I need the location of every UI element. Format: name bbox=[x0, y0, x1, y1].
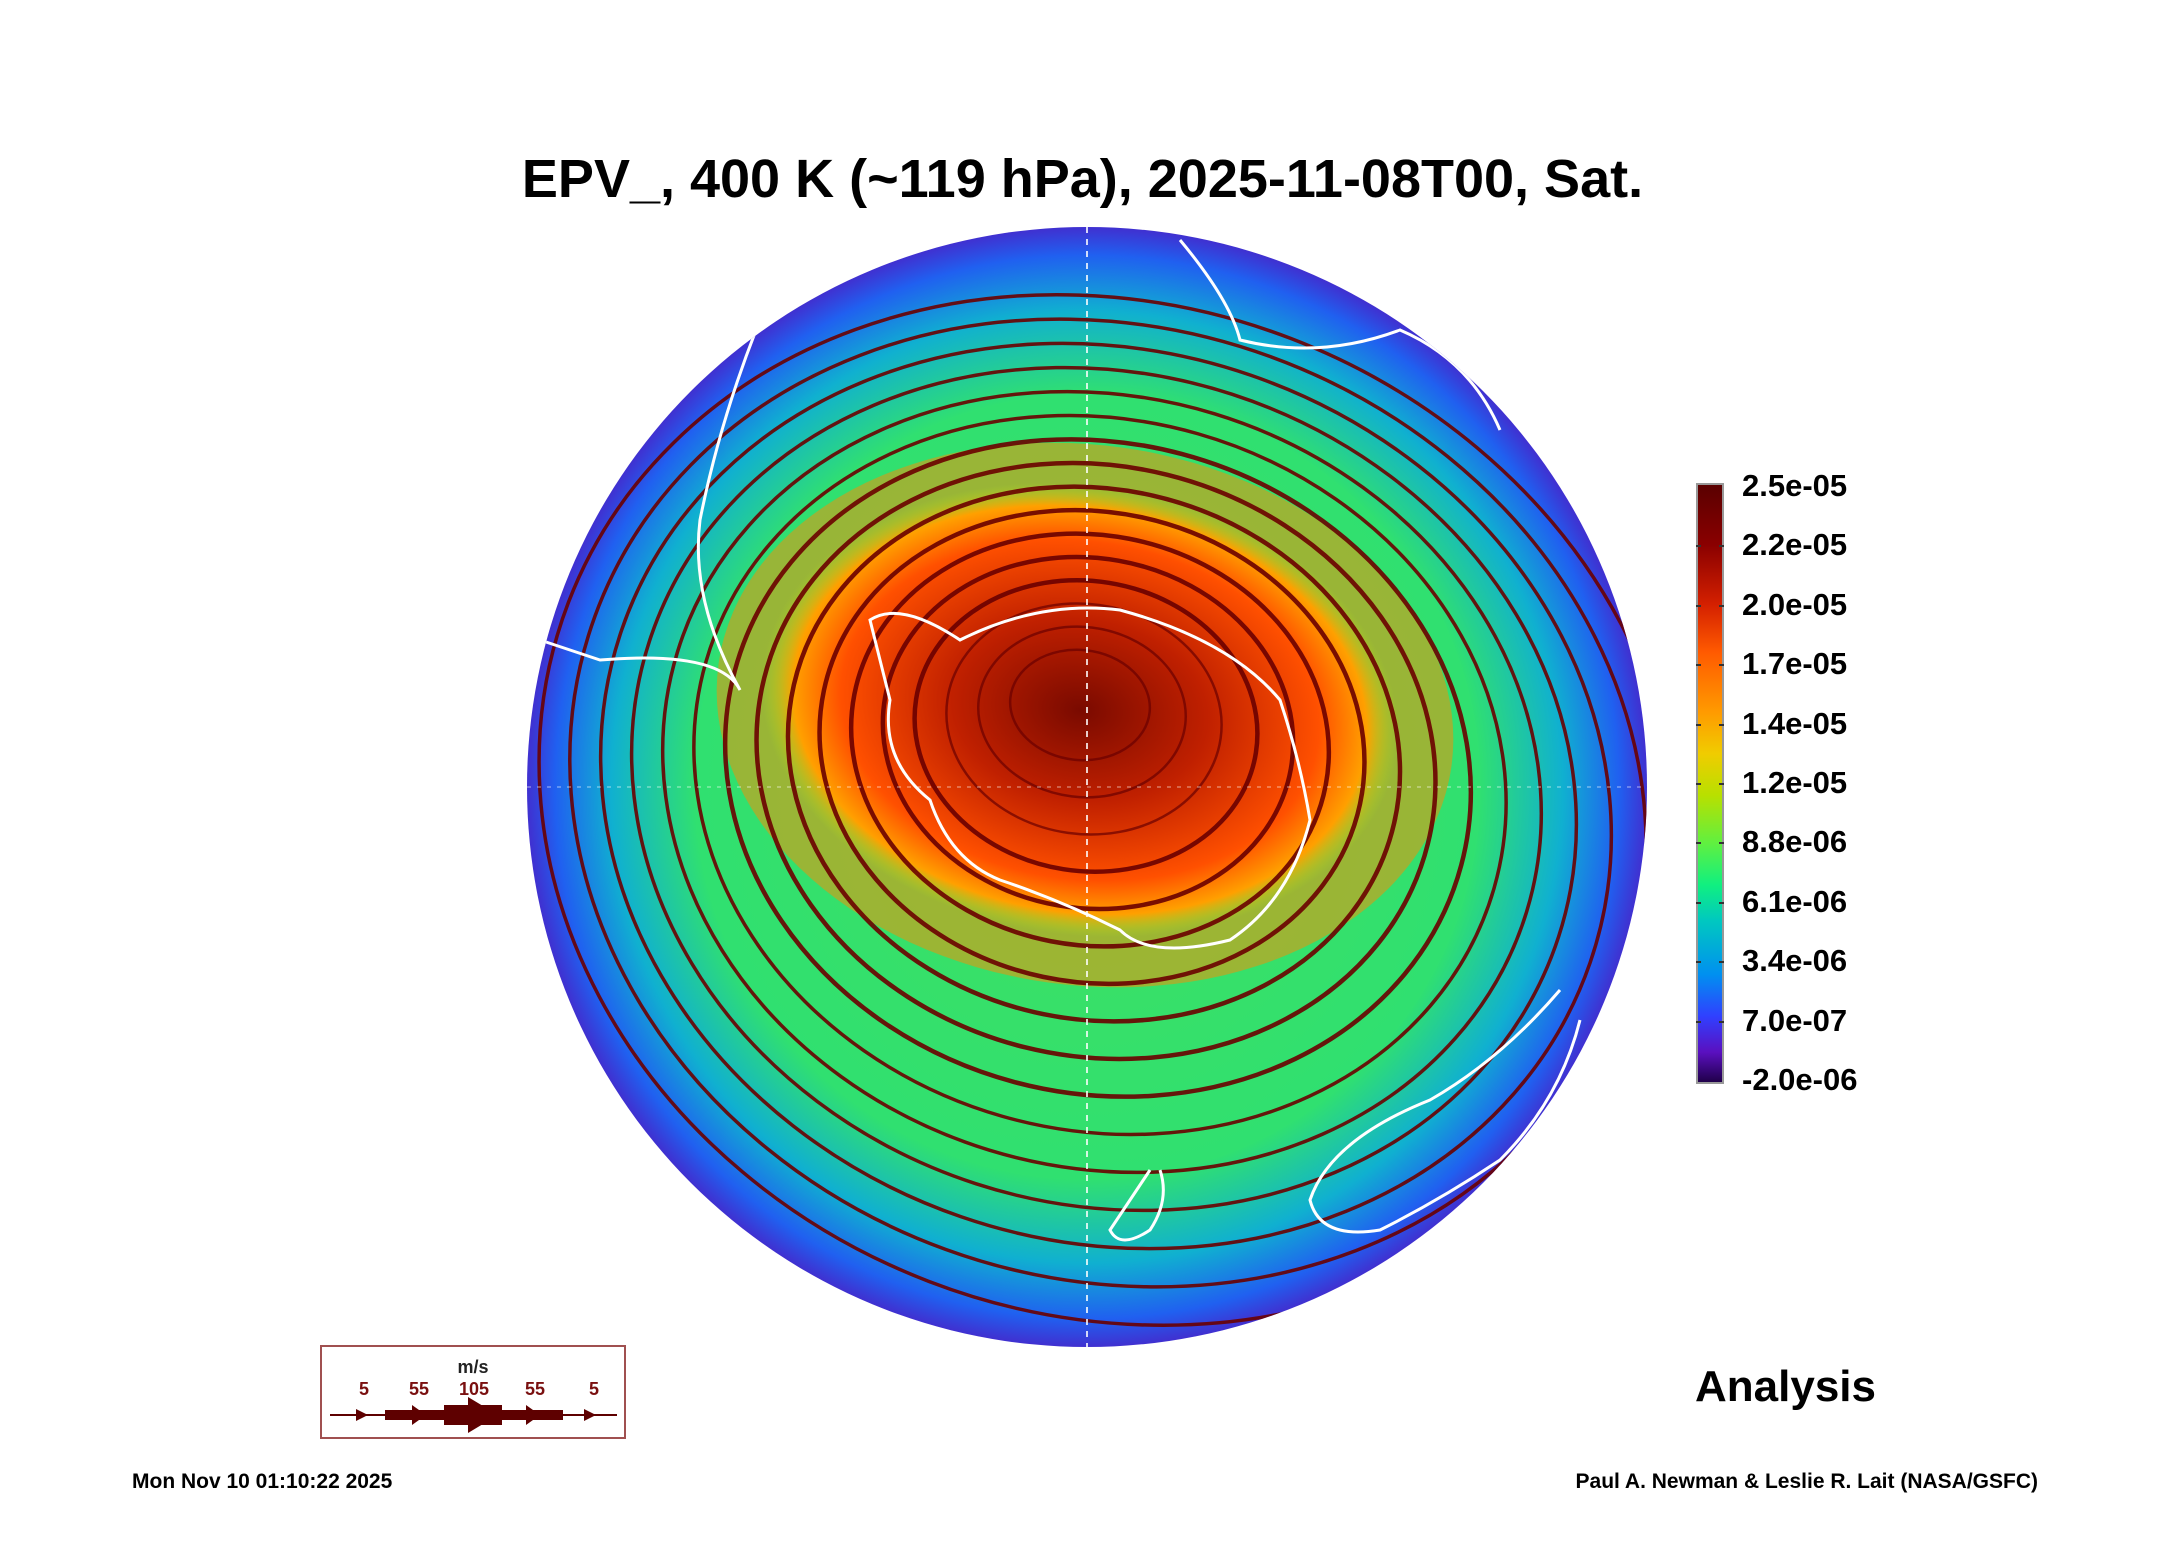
colorbar-label: 8.8e-06 bbox=[1742, 824, 1848, 860]
streamline bbox=[692, 413, 1508, 1137]
antarctica-coastline bbox=[868, 606, 1312, 950]
plot-title: EPV_, 400 K (~119 hPa), 2025-11-08T00, S… bbox=[521, 149, 1644, 209]
africa-coastline bbox=[1178, 239, 1502, 431]
colorbar-tick bbox=[1696, 783, 1724, 785]
streamline bbox=[754, 460, 1438, 1062]
colorbar-tick bbox=[1696, 901, 1724, 904]
colorbar-tick bbox=[1696, 545, 1724, 548]
colorbar-tick bbox=[1696, 664, 1724, 667]
streamline bbox=[817, 507, 1367, 987]
legend-unit: m/s bbox=[457, 1357, 489, 1377]
colorbar-tick bbox=[1696, 604, 1724, 607]
streamline bbox=[848, 531, 1332, 949]
colorbar-label: 7.0e-07 bbox=[1742, 1002, 1848, 1038]
streamline bbox=[537, 293, 1647, 1327]
colorbar-label: 2.2e-05 bbox=[1742, 527, 1848, 563]
australia-coastline bbox=[1308, 989, 1582, 1234]
colorbar-label: 1.7e-05 bbox=[1742, 646, 1848, 682]
streamline bbox=[785, 484, 1403, 1024]
streamline bbox=[722, 437, 1474, 1099]
colorbar-tick bbox=[1696, 1020, 1724, 1023]
colorbar-label: 3.4e-06 bbox=[1742, 943, 1848, 979]
legend-value: 5 bbox=[588, 1379, 600, 1399]
legend-value: 105 bbox=[458, 1379, 490, 1399]
streamline bbox=[660, 389, 1544, 1175]
streamline bbox=[629, 365, 1579, 1213]
analysis-label: Analysis bbox=[1695, 1362, 1876, 1411]
legend-arrow-icon bbox=[330, 1397, 617, 1433]
streamline bbox=[1008, 648, 1152, 762]
legend-value: 55 bbox=[408, 1379, 430, 1399]
colorbar-label: 1.4e-05 bbox=[1742, 705, 1848, 741]
colorbar-label: 2.5e-05 bbox=[1742, 468, 1848, 503]
colorbar-label: -2.0e-06 bbox=[1742, 1062, 1858, 1097]
colorbar-label: 1.2e-05 bbox=[1742, 765, 1848, 800]
colorbar-label: 2.0e-05 bbox=[1742, 586, 1848, 622]
colorbar-tick bbox=[1696, 723, 1724, 726]
colorbar-label: 6.1e-06 bbox=[1742, 883, 1848, 919]
streamline bbox=[977, 625, 1187, 799]
legend-value: 5 bbox=[358, 1379, 370, 1399]
new-zealand-coastline bbox=[1108, 1169, 1165, 1242]
colorbar-tick bbox=[1696, 842, 1724, 845]
streamline bbox=[880, 554, 1296, 912]
streamline bbox=[945, 602, 1223, 836]
streamline bbox=[598, 341, 1614, 1251]
south-america-coastline bbox=[539, 319, 762, 691]
timestamp: Mon Nov 10 01:10:22 2025 bbox=[132, 1470, 393, 1493]
streamline bbox=[912, 578, 1260, 874]
legend-value: 55 bbox=[524, 1379, 546, 1399]
colorbar-tick bbox=[1696, 961, 1724, 964]
wind-streamlines bbox=[537, 293, 1647, 1327]
wind-speed-legend: m/s 5 55 105 55 5 bbox=[320, 1345, 626, 1439]
credit: Paul A. Newman & Leslie R. Lait (NASA/GS… bbox=[1575, 1470, 2038, 1493]
